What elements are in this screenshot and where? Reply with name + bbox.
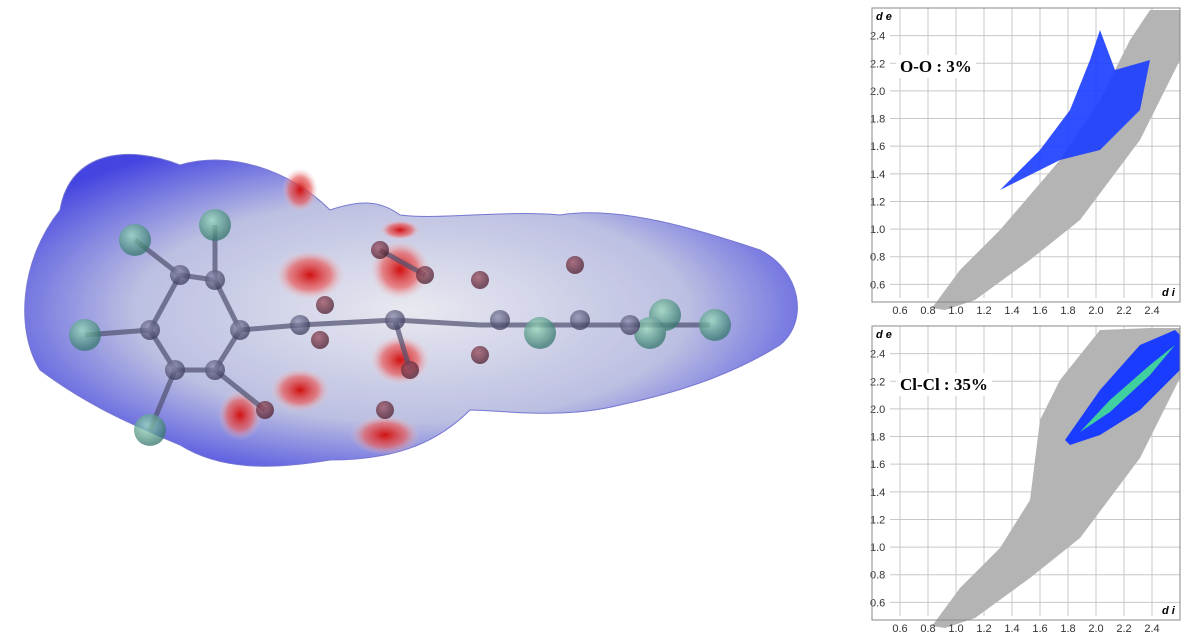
x-tick-label: 1.8 — [1060, 623, 1075, 634]
x-tick-label: 1.4 — [1004, 623, 1019, 634]
panel-title: O-O : 3% — [900, 57, 972, 76]
x-tick-label: 1.6 — [1032, 305, 1047, 317]
x-tick-label: 1.2 — [976, 623, 991, 634]
x-tick-label: 0.6 — [892, 305, 907, 317]
x-axis-label: d i — [1162, 287, 1176, 299]
y-axis-label: d e — [876, 329, 892, 341]
x-tick-label: 2.2 — [1116, 623, 1131, 634]
x-tick-label: 1.0 — [948, 305, 963, 317]
x-tick-label: 2.4 — [1144, 623, 1159, 634]
x-tick-label: 2.2 — [1116, 305, 1131, 317]
x-tick-label: 0.6 — [892, 623, 907, 634]
x-tick-label: 1.6 — [1032, 623, 1047, 634]
x-tick-label: 1.0 — [948, 623, 963, 634]
x-tick-label: 1.8 — [1060, 305, 1075, 317]
panel-title: Cl-Cl : 35% — [900, 375, 988, 394]
x-tick-label: 1.2 — [976, 305, 991, 317]
x-tick-label: 2.0 — [1088, 623, 1103, 634]
x-axis-label: d i — [1162, 605, 1176, 617]
hirshfeld-surface — [25, 154, 798, 466]
figure: 0.6 0.8 1.0 1.2 1.4 1.6 1.8 2.0 2.2 2.4 0.6 0.8 1.0 1… — [0, 0, 1182, 634]
y-axis-label: d e — [876, 11, 892, 23]
x-tick-label: 0.8 — [920, 623, 935, 634]
x-tick-label: 2.4 — [1144, 305, 1159, 317]
x-tick-label: 1.4 — [1004, 305, 1019, 317]
x-tick-label: 0.8 — [920, 305, 935, 317]
x-tick-label: 2.0 — [1088, 305, 1103, 317]
